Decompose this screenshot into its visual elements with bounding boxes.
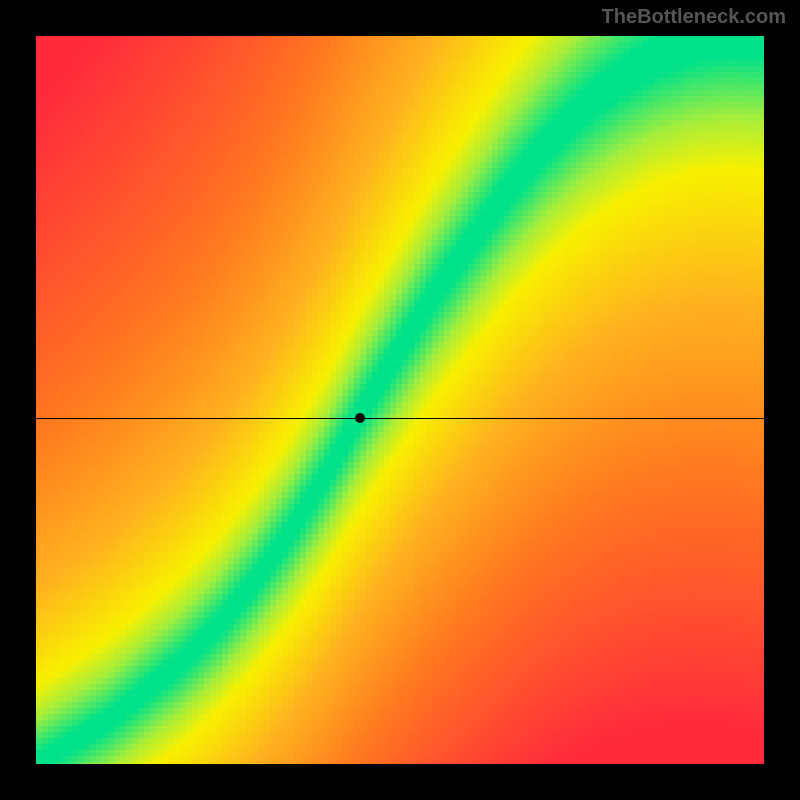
crosshair-horizontal	[36, 418, 764, 419]
attribution-label: TheBottleneck.com	[602, 6, 786, 29]
heatmap-canvas	[36, 36, 764, 764]
heatmap-plot-area	[36, 36, 764, 764]
marker-dot	[355, 413, 365, 423]
bottleneck-chart-container: TheBottleneck.com	[0, 0, 800, 800]
